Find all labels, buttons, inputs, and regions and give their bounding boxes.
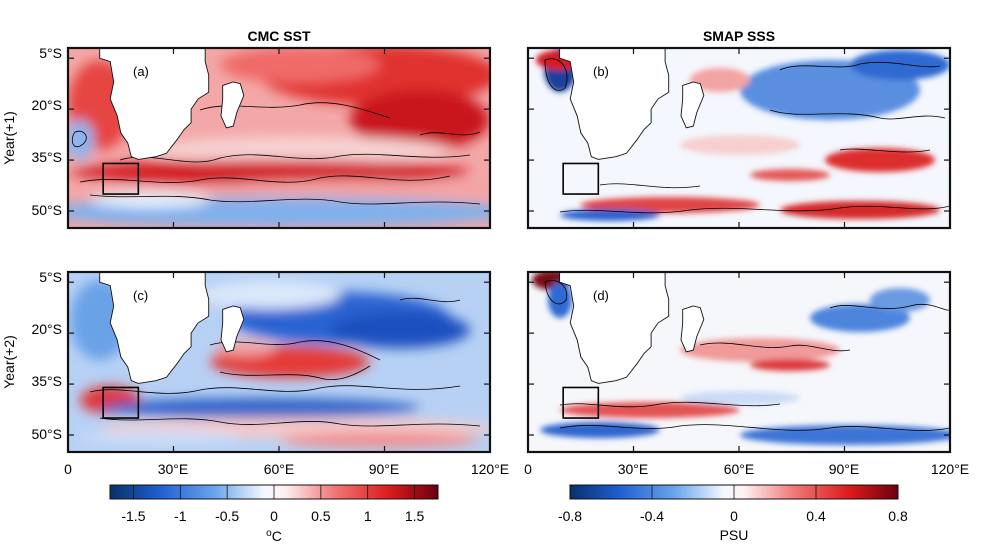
zero-contours [89,297,481,427]
sss-anomaly-field [536,48,950,221]
row-label-year2: Year(+2) [1,335,17,389]
africa-landmass-a [99,47,210,160]
colorbar-sss-unit: PSU [720,527,749,543]
africa-landmass-b [559,47,670,160]
colorbar-tick-label: -0.8 [558,508,582,524]
zero-contours [71,102,481,205]
lon-tick-30e-right: 30°E [618,461,649,477]
colorbar-tick-label: 0.8 [888,508,908,524]
study-region-box-d [562,386,600,419]
lat-tick-50s-top: 50°S [31,202,62,218]
colorbar-tick-label: -1.5 [121,508,145,524]
zero-contours [544,58,950,214]
sst-anomaly-field [70,280,490,448]
colorbar-tick-label: 0.4 [806,508,826,524]
column-title-sst: CMC SST [248,28,311,44]
study-region-box-b [562,162,600,195]
study-region-box-c [102,386,140,419]
lon-tick-120e-left: 120°E [471,461,509,477]
panel-c-sst-year2 [68,272,490,452]
colorbar-tick-label: -1 [174,508,187,524]
africa-landmass-d [559,271,670,384]
lon-tick-0-right: 0 [524,461,532,477]
madagascar-landmass-d [680,305,705,353]
lat-tick-20s-top: 20°S [31,97,62,113]
lon-tick-120e-right: 120°E [931,461,969,477]
lon-tick-90e-right: 90°E [829,461,860,477]
lat-tick-20s-bottom: 20°S [31,321,62,337]
colorbar-tick-label: 1 [364,508,372,524]
panel-d-letter: (d) [593,288,609,303]
madagascar-landmass-b [680,81,705,129]
colorbar-tick-label: -0.5 [215,508,239,524]
colorbar-tick-label: 1.5 [405,508,425,524]
colorbar-tick-label: -0.4 [640,508,664,524]
colorbar-tick-label: 0 [270,508,278,524]
panel-a-sst-year1 [68,48,490,228]
africa-landmass-c [99,271,210,384]
lat-tick-50s-bottom: 50°S [31,426,62,442]
panel-c-letter: (c) [133,288,148,303]
lat-tick-35s-bottom: 35°S [31,373,62,389]
colorbar-sst-unit: oC [266,528,282,545]
lat-tick-35s-top: 35°S [31,149,62,165]
madagascar-landmass-c [220,305,245,353]
lon-tick-90e-left: 90°E [369,461,400,477]
row-label-year1: Year(+1) [1,111,17,165]
lon-tick-60e-left: 60°E [264,461,295,477]
madagascar-landmass-a [220,81,245,129]
lon-tick-60e-right: 60°E [724,461,755,477]
column-title-sss: SMAP SSS [703,28,775,44]
colorbar-tick-label: 0.5 [311,508,331,524]
panel-b-letter: (b) [593,64,609,79]
lon-tick-0-left: 0 [64,461,72,477]
panel-a-letter: (a) [133,64,149,79]
lat-tick-5s-bottom: 5°S [39,269,62,285]
colorbar-tick-label: 0 [730,508,738,524]
lat-tick-5s-top: 5°S [39,45,62,61]
study-region-box-a [102,162,140,195]
lon-tick-30e-left: 30°E [158,461,189,477]
zero-contours [544,280,950,431]
